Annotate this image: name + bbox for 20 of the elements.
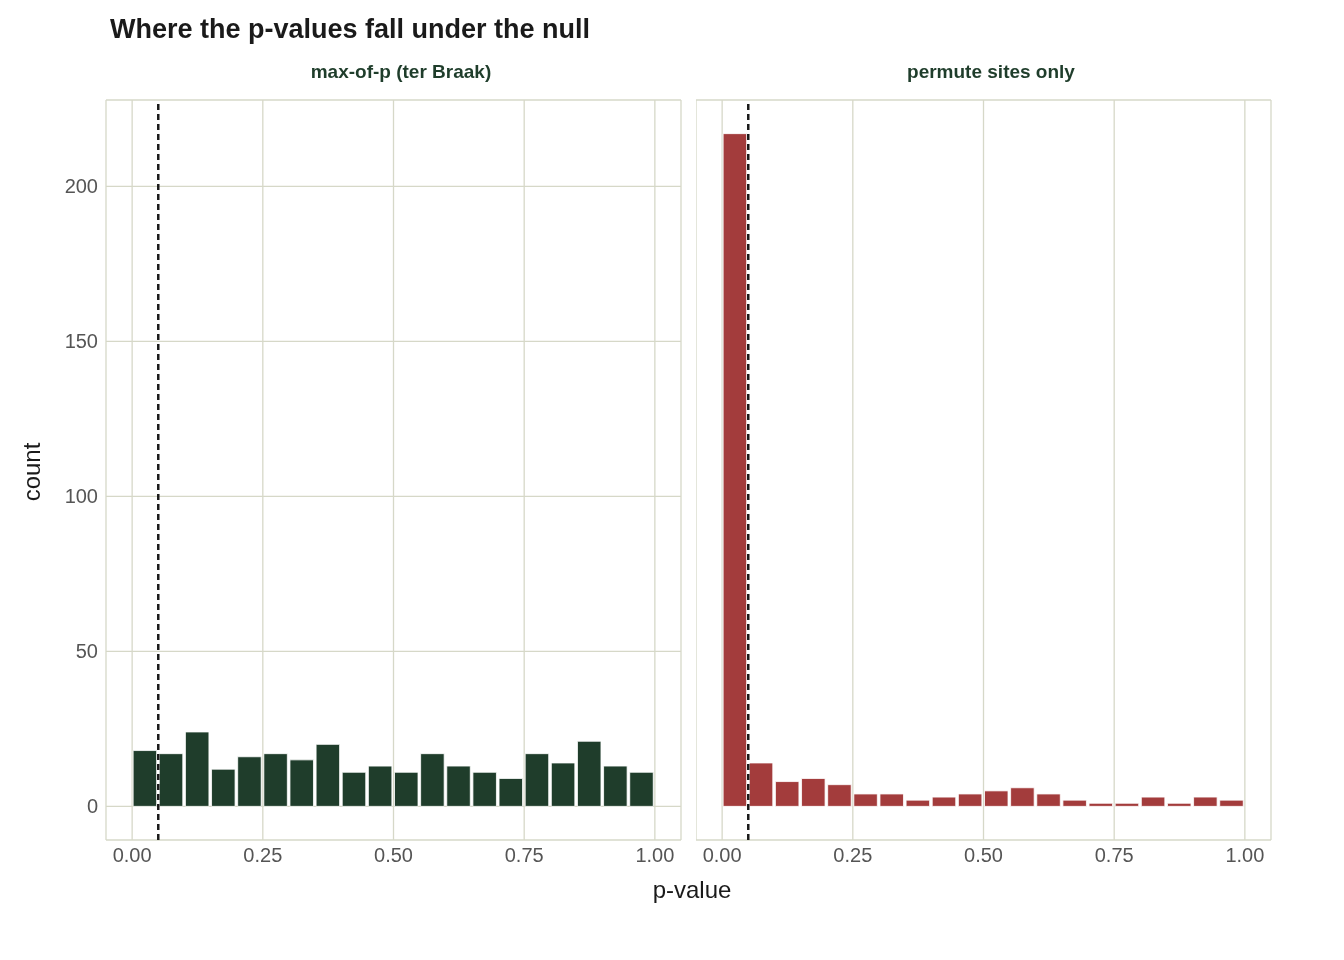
x-tick-label: 0.50 <box>964 844 1003 867</box>
x-tick-label: 1.00 <box>1225 844 1265 867</box>
x-tick-label: 0.00 <box>112 844 152 867</box>
x-axis-title: p-value <box>651 876 733 904</box>
x-tick-label: 0.00 <box>702 844 742 867</box>
y-axis-title: count <box>18 442 46 502</box>
x-tick-label: 0.75 <box>504 844 544 867</box>
chart-title: Where the p-values fall under the null <box>109 13 592 46</box>
y-tick-label: 200 <box>64 175 98 198</box>
x-tick-label: 0.25 <box>833 844 873 867</box>
x-tick-label: 0.75 <box>1094 844 1134 867</box>
x-tick-label: 0.25 <box>243 844 283 867</box>
chart-subtitle: max-of-p (ter Braak) <box>309 60 493 84</box>
x-tick-label: 1.00 <box>635 844 675 867</box>
y-tick-label: 50 <box>75 640 98 663</box>
y-tick-label: 0 <box>86 795 98 818</box>
x-tick-label: 0.50 <box>374 844 413 867</box>
chart-subtitle: permute sites only <box>906 60 1076 84</box>
y-tick-label: 150 <box>64 330 98 353</box>
y-tick-label: 100 <box>64 485 98 508</box>
